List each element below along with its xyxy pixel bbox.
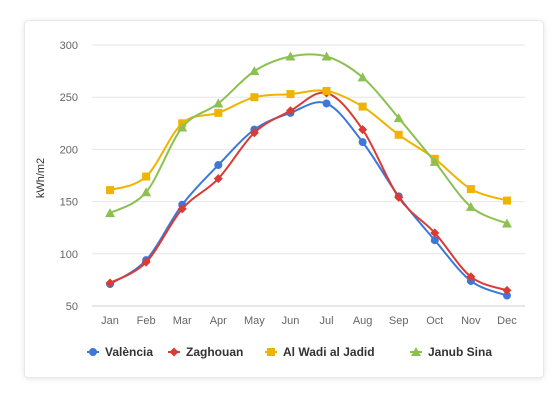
data-point	[429, 156, 440, 166]
y-axis-label: kWh/m2	[35, 158, 47, 198]
y-tick-label: 150	[60, 197, 78, 209]
data-point	[501, 218, 512, 228]
legend-marker-icon	[267, 348, 275, 356]
data-point	[285, 106, 295, 116]
x-tick-label: Jan	[101, 315, 119, 327]
data-point	[321, 51, 332, 61]
x-tick-label: Nov	[461, 315, 481, 327]
data-point	[285, 51, 296, 61]
series-3	[105, 51, 512, 228]
legend-item[interactable]: València	[87, 345, 153, 359]
y-tick-label: 300	[60, 40, 78, 52]
legend-item[interactable]: Janub Sina	[410, 345, 492, 359]
y-tick-label: 100	[60, 249, 78, 261]
x-tick-label: Oct	[426, 315, 443, 327]
data-point	[430, 228, 440, 238]
y-tick-label: 50	[66, 301, 78, 313]
y-tick-label: 200	[60, 144, 78, 156]
series-line	[109, 89, 508, 202]
data-point	[105, 278, 115, 288]
data-point	[357, 72, 368, 82]
data-point	[358, 125, 368, 135]
data-point	[394, 192, 404, 202]
series-group	[105, 51, 512, 300]
data-point	[249, 66, 260, 76]
data-point	[141, 187, 152, 197]
data-point	[250, 93, 259, 102]
legend-marker-icon	[169, 347, 179, 357]
data-point	[177, 122, 188, 132]
legend-label: Zaghouan	[186, 345, 243, 359]
data-point	[105, 208, 116, 218]
data-point	[430, 236, 439, 245]
series-line	[109, 91, 508, 292]
x-tick-label: Apr	[210, 315, 227, 327]
x-axis-ticks: Jan Feb Mar Apr May Jun Jul Aug Sep Oct Nov Dec	[101, 315, 517, 327]
series-0	[106, 99, 511, 300]
y-axis-ticks: 50 100 150 200 250 300	[60, 40, 78, 313]
data-point	[322, 99, 331, 108]
data-point	[141, 257, 151, 267]
data-point	[358, 138, 367, 147]
data-point	[394, 130, 403, 139]
data-point	[502, 285, 512, 295]
legend-item[interactable]: Zaghouan	[168, 345, 243, 359]
legend-label: Janub Sina	[428, 345, 492, 359]
data-point	[177, 204, 187, 214]
data-point	[142, 172, 151, 181]
data-point	[214, 161, 223, 170]
data-point	[502, 196, 511, 205]
x-tick-label: Jul	[320, 315, 334, 327]
x-tick-label: Sep	[389, 315, 409, 327]
legend-label: Al Wadi al Jadid	[283, 345, 375, 359]
data-point	[465, 201, 476, 211]
data-point	[106, 186, 115, 195]
x-tick-label: Feb	[137, 315, 156, 327]
data-point	[286, 90, 295, 99]
legend-marker-icon	[411, 347, 421, 356]
data-point	[466, 272, 476, 282]
y-tick-label: 250	[60, 92, 78, 104]
x-tick-label: Aug	[353, 315, 373, 327]
data-point	[322, 86, 331, 95]
series-1	[105, 88, 512, 295]
legend-label: València	[105, 345, 153, 359]
data-point	[249, 128, 259, 138]
data-point	[214, 108, 223, 117]
data-point	[213, 174, 223, 184]
x-tick-label: Jun	[282, 315, 300, 327]
x-tick-label: May	[244, 315, 265, 327]
legend-marker-icon	[89, 348, 97, 356]
data-point	[213, 98, 224, 108]
legend-item[interactable]: Al Wadi al Jadid	[265, 345, 375, 359]
series-line	[109, 101, 508, 297]
data-point	[358, 102, 367, 111]
x-tick-label: Dec	[497, 315, 517, 327]
data-point	[393, 113, 404, 123]
legend: València Zaghouan Al Wadi al Jadid Janub Si…	[87, 345, 492, 359]
data-point	[502, 291, 511, 300]
chart-card	[24, 20, 544, 378]
data-point	[466, 185, 475, 194]
x-tick-label: Mar	[173, 315, 192, 327]
